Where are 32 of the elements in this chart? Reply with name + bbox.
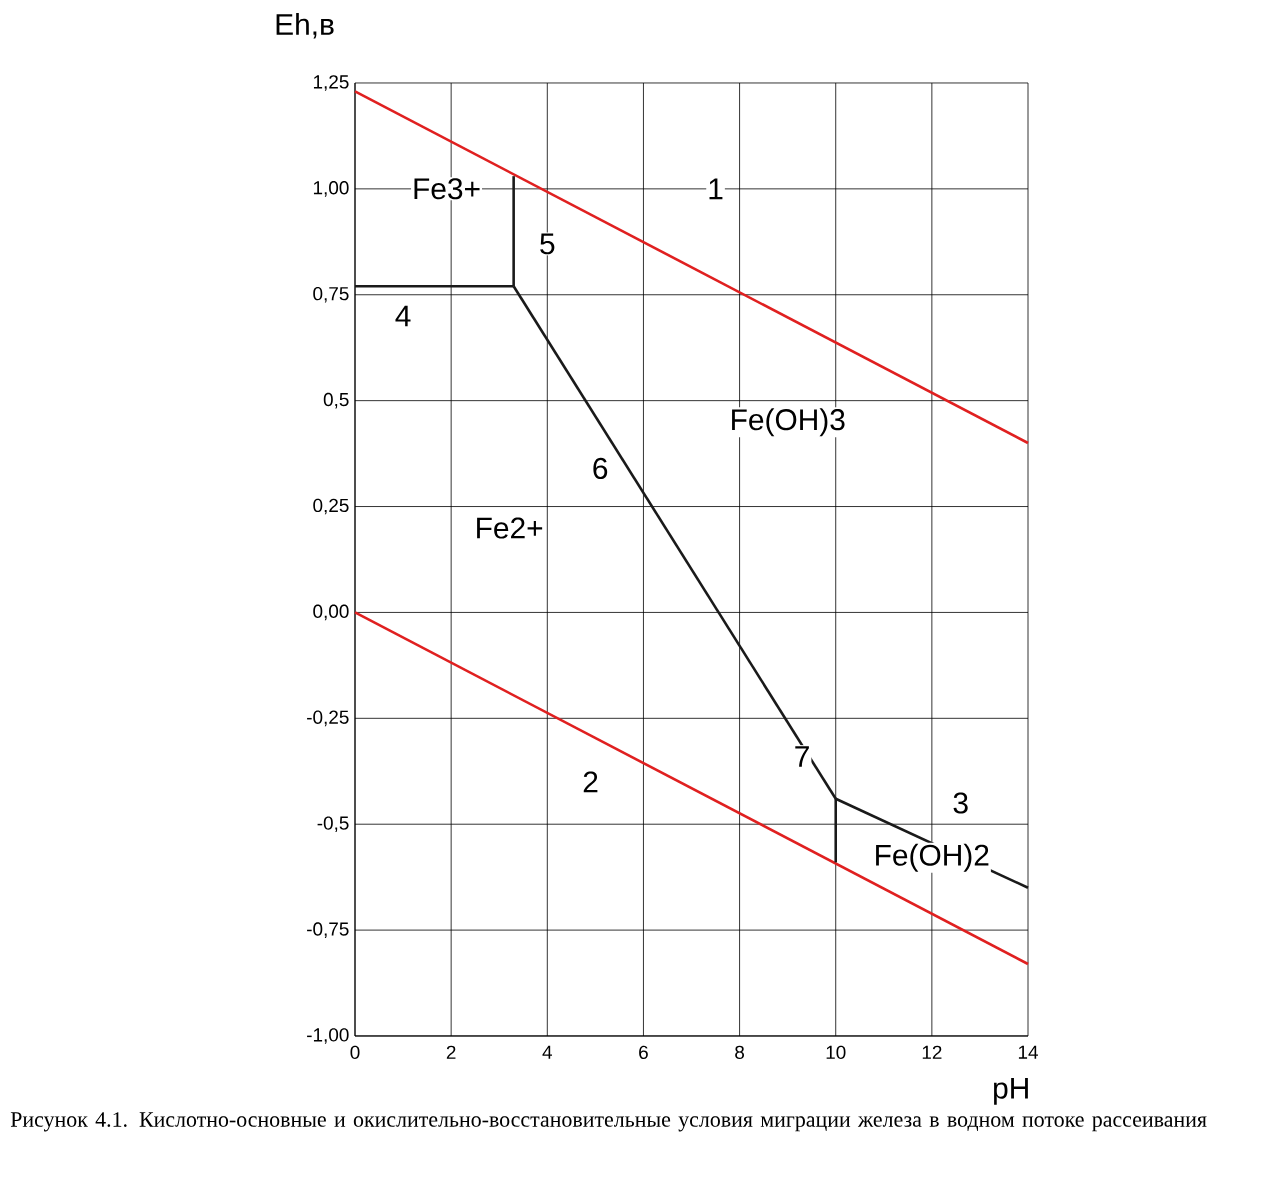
annotation: 3 [953, 792, 968, 814]
annotation: 4 [395, 305, 411, 327]
x-axis-title: pH [994, 1077, 1028, 1105]
annotation: Fe2+ [477, 517, 543, 539]
annotation: Fe(OH)2 [876, 843, 989, 872]
text: Рисунок 4.1. Кислотно-основные и окислительно-восстановительные условия миграции железа в водном потоке рассеивания [10, 1112, 1207, 1132]
x-tick-label: 14 [1018, 1045, 1038, 1059]
x-tick-label: 0 [350, 1045, 360, 1060]
y-tick-label: -0,25 [307, 710, 349, 727]
x-tick-label: 2 [446, 1045, 456, 1059]
y-tick-label: 1,25 [313, 75, 349, 91]
x-tick-label: 6 [639, 1045, 648, 1060]
y-tick-label: 1,00 [313, 181, 349, 197]
y-tick-label: 0,25 [313, 498, 349, 515]
annotation: 7 [795, 746, 809, 767]
annotation: Fe3+ [414, 178, 480, 200]
y-tick-label: -0,75 [307, 922, 349, 938]
y-tick-label: 0,00 [313, 604, 349, 621]
annotation: 2 [583, 771, 598, 793]
x-tick-label: 10 [826, 1045, 846, 1060]
y-axis-title: Eh,в [276, 13, 334, 39]
annotation: Fe(OH)3 [732, 408, 845, 437]
x-tick-label: 4 [542, 1045, 552, 1059]
x-tick-label: 12 [922, 1045, 942, 1059]
annotation: 6 [593, 457, 608, 479]
annotation: 5 [540, 233, 555, 255]
y-tick-label: 0,5 [323, 392, 349, 409]
annotation: 1 [709, 178, 723, 200]
y-tick-label: -1,00 [307, 1028, 349, 1044]
y-tick-label: -0,5 [317, 816, 349, 833]
x-tick-label: 8 [735, 1045, 745, 1060]
y-tick-label: 0,75 [313, 286, 349, 303]
